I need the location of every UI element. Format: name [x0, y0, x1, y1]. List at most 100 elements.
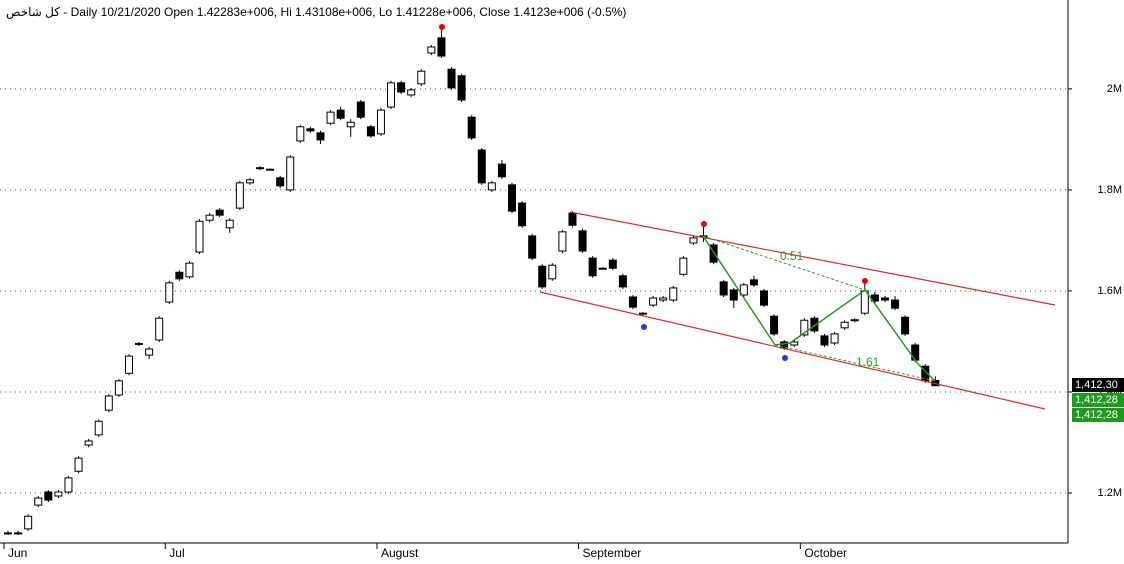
candle-body — [276, 177, 285, 187]
candle-body — [850, 319, 859, 322]
drawing-tools: 0.51 1.61 — [439, 24, 1056, 410]
candle-body — [356, 101, 365, 118]
candle-body — [427, 46, 436, 54]
candle-body — [487, 182, 496, 191]
candle-body — [407, 89, 416, 96]
fib-line — [702, 235, 866, 291]
candle-body — [548, 264, 557, 280]
candle-body — [598, 267, 607, 270]
candle-body — [840, 321, 849, 329]
fib-line — [774, 344, 936, 382]
candle-body — [588, 257, 597, 277]
zigzag — [702, 235, 936, 382]
candle-body — [437, 37, 446, 57]
candle-body — [729, 289, 738, 301]
candle-body — [497, 163, 506, 178]
candle-body — [387, 82, 396, 108]
candle-body — [195, 220, 204, 253]
candle-body — [155, 317, 164, 341]
candle-body — [558, 231, 567, 252]
candle-body — [145, 348, 154, 356]
candle-body — [518, 202, 527, 227]
candle-body — [578, 230, 587, 252]
pivot-high — [862, 278, 868, 284]
candle-body — [739, 284, 748, 296]
price-label-box — [1072, 378, 1124, 392]
x-tick-label: October — [804, 546, 847, 560]
candle-body — [477, 149, 486, 184]
price-label: 1,412,28 — [1075, 394, 1118, 406]
candle-body — [205, 214, 214, 221]
candle-body — [628, 296, 637, 308]
price-label: 1,412,30 — [1075, 379, 1118, 391]
pivot-high — [701, 221, 707, 227]
pivot-high — [439, 24, 445, 30]
candle-body — [124, 355, 133, 374]
candle-body — [165, 282, 174, 303]
candle-body — [719, 281, 728, 296]
candle-body — [376, 109, 385, 135]
candle-body — [508, 184, 516, 212]
candle-body — [235, 182, 244, 209]
candle-body — [649, 297, 658, 306]
candle-body — [568, 212, 577, 226]
price-label: 1,412,28 — [1075, 409, 1118, 421]
candle-body — [457, 75, 466, 101]
candle-body — [54, 491, 63, 497]
candle-body — [760, 290, 768, 306]
y-tick-label: 1.2M — [1098, 487, 1122, 499]
candle-body — [256, 167, 264, 170]
fib-label: 0.51 — [780, 249, 804, 263]
candle-body — [800, 319, 809, 336]
candle-body — [44, 491, 53, 501]
candle-body — [84, 440, 93, 446]
candle-body — [397, 82, 406, 93]
candle-body — [4, 532, 12, 535]
candle-body — [316, 132, 325, 141]
candle-body — [639, 312, 648, 315]
candle-body — [689, 237, 698, 244]
candle-body — [326, 111, 335, 124]
candle-body — [266, 168, 275, 171]
candle-body — [709, 244, 718, 263]
chart-title: كل شاخص - Daily 10/21/2020 Open 1.42283e… — [6, 5, 626, 19]
candle-body — [417, 70, 426, 85]
candle-body — [135, 342, 144, 345]
candle-body — [286, 156, 295, 191]
candle-body — [467, 116, 476, 139]
candle-body — [366, 126, 375, 137]
candle-body — [830, 333, 839, 344]
y-tick-label: 1.6M — [1098, 285, 1122, 297]
candle-body — [336, 109, 345, 119]
candle-body — [538, 265, 547, 288]
candle-body — [749, 279, 758, 286]
candle-body — [770, 315, 779, 335]
candle-body — [64, 477, 73, 493]
candle-body — [74, 457, 83, 472]
candle-body — [608, 259, 617, 269]
x-tick-label: Jun — [8, 546, 27, 560]
candle-body — [114, 380, 123, 396]
candle-body — [175, 271, 184, 280]
candle-body — [790, 341, 799, 346]
candle-body — [94, 420, 103, 436]
candle-body — [245, 179, 254, 184]
pivot-low — [641, 324, 647, 330]
channel-upper — [569, 211, 1056, 306]
price-label-box — [1072, 408, 1124, 422]
candle-body — [14, 532, 23, 535]
candle-body — [185, 262, 194, 278]
candle-body — [901, 316, 910, 335]
x-tick-label: Jul — [169, 546, 184, 560]
candle-body — [225, 219, 234, 229]
candle-body — [528, 235, 537, 259]
fib-label: 1.61 — [856, 355, 880, 369]
y-tick-label: 1.8M — [1098, 184, 1122, 196]
candle-body — [447, 68, 456, 89]
candle-body — [618, 275, 627, 288]
candle-body — [215, 209, 224, 216]
pivot-low — [782, 355, 788, 361]
candle-body — [34, 497, 43, 506]
